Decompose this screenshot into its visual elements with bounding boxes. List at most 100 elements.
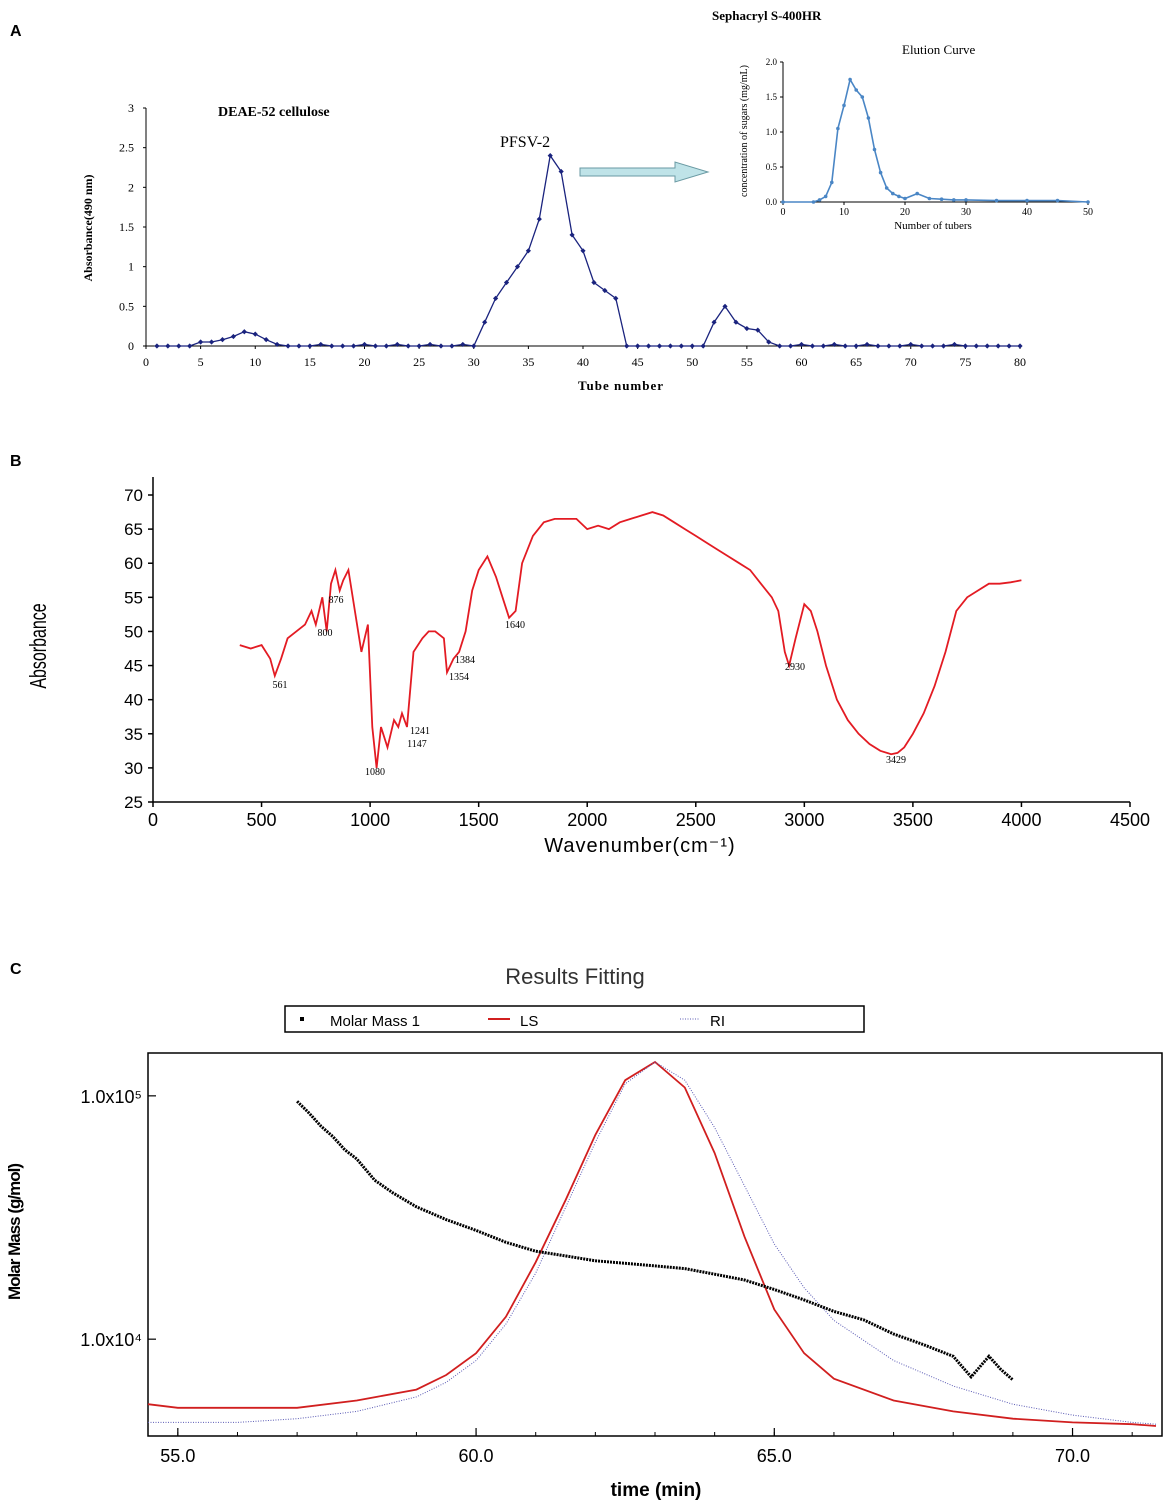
a-data-point: [820, 343, 826, 349]
a-data-point: [984, 343, 990, 349]
a-data-point: [864, 341, 870, 348]
b-x-tick-label: 2500: [676, 810, 716, 830]
a-data-point: [1006, 343, 1012, 349]
a-data-point: [777, 343, 783, 349]
inset-data-point: [891, 191, 895, 196]
inset-y-tick-label: 1.5: [766, 92, 778, 102]
a-x-tick-label: 80: [1014, 355, 1026, 369]
b-y-tick-label: 70: [124, 486, 143, 505]
a-data-point: [940, 343, 947, 349]
inset-data-point: [866, 116, 871, 120]
a-data-point: [372, 343, 379, 349]
inset-data-point: [836, 126, 840, 131]
inset-x-tick-label: 20: [900, 207, 910, 218]
inset-data-point: [939, 197, 944, 201]
a-data-point: [449, 343, 455, 349]
a-data-point: [154, 343, 160, 349]
b-series-line: [239, 511, 1022, 768]
inset-data-point: [903, 196, 907, 201]
b-x-tick-label: 3500: [893, 810, 933, 830]
b-peak-annotation: 1147: [407, 739, 427, 750]
a-data-point: [558, 168, 564, 175]
inset-title: Sephacryl S-400HR: [712, 8, 822, 23]
a-data-point: [350, 343, 357, 349]
a-data-point: [296, 343, 302, 349]
b-peak-annotation: 561: [273, 680, 288, 691]
inset-y-tick-label: 0.0: [766, 197, 778, 207]
a-data-point: [569, 232, 575, 238]
a-data-point: [460, 341, 466, 348]
b-x-tick-label: 0: [148, 810, 158, 830]
arrow-icon: [579, 161, 710, 183]
b-y-tick-label: 65: [124, 520, 143, 539]
a-data-point: [853, 343, 859, 349]
a-data-point: [831, 341, 837, 348]
a-x-tick-label: 70: [905, 355, 917, 369]
c-y-tick-label: 1.0x10⁵: [80, 1087, 142, 1107]
a-data-point: [962, 343, 968, 349]
panel-c-chart: Results Fitting Molar Mass 1 LS RI time …: [5, 964, 1163, 1501]
panel-label-b: B: [10, 453, 22, 470]
inset-ylabel: concentration of sugars (mg/mL): [739, 65, 750, 197]
c-x-tick-label: 55.0: [160, 1446, 195, 1466]
a-data-point: [230, 333, 236, 340]
a-data-point: [733, 319, 739, 325]
a-data-point: [318, 341, 324, 348]
a-data-point: [252, 331, 258, 337]
inset-x-tick-label: 10: [839, 207, 849, 218]
b-x-tick-label: 4500: [1110, 810, 1150, 830]
b-peak-annotation: 1640: [505, 620, 525, 631]
a-data-point: [471, 343, 477, 349]
inset-data-point: [1086, 200, 1090, 204]
a-data-point: [842, 343, 848, 349]
a-x-tick-label: 25: [413, 355, 425, 369]
a-data-point: [219, 337, 226, 343]
a-data-point: [602, 287, 608, 294]
inset-data-point: [860, 95, 865, 99]
a-data-point: [427, 341, 433, 348]
inset-data-point: [884, 186, 889, 190]
inset-subtitle: Elution Curve: [902, 42, 976, 57]
b-x-tick-label: 4000: [1001, 810, 1041, 830]
a-data-point: [809, 343, 816, 349]
a-data-point: [493, 295, 499, 301]
c-x-tick-label: 60.0: [459, 1446, 494, 1466]
legend-marker-molar-mass: [300, 1017, 304, 1021]
a-data-point: [995, 343, 1001, 349]
inset-x-tick-label: 30: [961, 207, 971, 218]
b-y-tick-label: 40: [124, 691, 143, 710]
inset-data-point: [1055, 198, 1060, 203]
a-data-point: [755, 327, 761, 333]
c-plot-frame: [147, 1052, 1163, 1437]
inset-x-tick-label: 40: [1022, 207, 1032, 218]
inset-data-point: [823, 194, 828, 199]
inset-data-point: [872, 147, 877, 152]
a-data-point: [711, 319, 717, 325]
legend-label-molar-mass: Molar Mass 1: [330, 1013, 420, 1030]
legend-label-ri: RI: [710, 1013, 725, 1030]
panel-c-xlabel: time (min): [611, 1480, 702, 1501]
a-data-point: [329, 343, 335, 349]
inset-x-tick-label: 0: [781, 207, 786, 218]
legend-label-ls: LS: [520, 1013, 538, 1030]
a-y-tick-label: 1.5: [119, 220, 134, 234]
b-peak-annotation: 2930: [785, 662, 805, 673]
b-peak-annotation: 3429: [886, 755, 906, 766]
a-data-point: [897, 343, 903, 349]
a-y-tick-label: 2: [128, 180, 134, 194]
b-y-tick-label: 50: [124, 622, 143, 641]
a-data-point: [503, 279, 510, 286]
inset-data-point: [915, 191, 919, 196]
a-x-tick-label: 40: [577, 355, 589, 369]
a-y-tick-label: 1: [128, 260, 134, 274]
a-data-point: [886, 343, 892, 349]
panel-b-ylabel: Absorbance: [26, 603, 52, 688]
a-x-tick-label: 60: [796, 355, 808, 369]
a-data-point: [536, 216, 542, 222]
a-data-point: [591, 279, 597, 286]
panel-a-ylabel: Absorbance(490 nm): [81, 174, 95, 281]
inset-y-tick-label: 2.0: [766, 57, 778, 67]
a-data-point: [340, 343, 346, 349]
c-series-ls: [147, 1060, 1157, 1427]
inset-data-point: [830, 180, 834, 185]
